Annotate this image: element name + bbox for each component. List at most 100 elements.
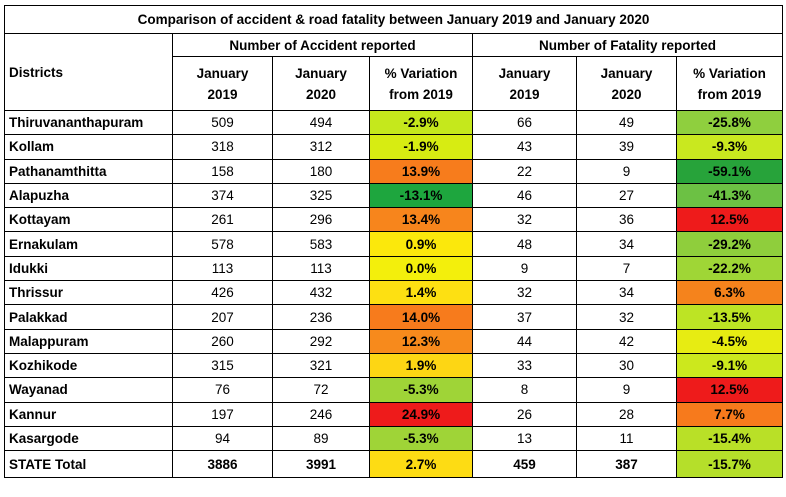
fatality-variation-cell: -4.5%	[675, 328, 784, 354]
header-line: January	[295, 65, 347, 81]
table-row: Palakkad 207 236 14.0% 37 32 -13.5%	[4, 304, 784, 330]
accident-variation-cell: -2.9%	[369, 109, 473, 136]
fatality-jan2019-header: January 2019	[472, 56, 577, 111]
district-cell: Kannur	[4, 401, 173, 427]
fatality-variation-cell: -13.5%	[675, 304, 784, 330]
accident-variation-header: % Variation from 2019	[369, 56, 473, 111]
fatality-2019-cell: 9	[472, 255, 577, 282]
accident-variation-cell: 0.9%	[369, 231, 473, 257]
accident-2020-cell: 432	[272, 280, 370, 306]
fatality-variation-cell: 6.3%	[675, 280, 784, 306]
district-cell: Kottayam	[4, 207, 173, 233]
header-line: 2020	[611, 86, 642, 102]
header-line: 2019	[207, 86, 238, 102]
accident-variation-cell: 0.0%	[369, 255, 473, 282]
accident-variation-cell: -1.9%	[369, 134, 473, 160]
accident-variation-cell: 12.3%	[369, 328, 473, 354]
fatality-variation-cell: 7.7%	[675, 401, 784, 427]
table-row: Kasargode 94 89 -5.3% 13 11 -15.4%	[4, 425, 784, 452]
accident-2020-cell: 246	[272, 401, 370, 427]
header-line: from 2019	[697, 86, 762, 102]
accident-2020-cell: 292	[272, 328, 370, 354]
fatality-2020-cell: 32	[576, 304, 677, 330]
district-cell: Ernakulam	[4, 231, 173, 257]
accident-2020-cell: 296	[272, 207, 370, 233]
accident-2020-cell: 236	[272, 304, 370, 330]
accident-2020-cell: 325	[272, 182, 370, 209]
fatality-variation-cell: -25.8%	[675, 109, 784, 136]
accident-variation-cell: -5.3%	[369, 377, 473, 403]
accident-variation-cell: 1.9%	[369, 352, 473, 379]
accident-variation-cell: -13.1%	[369, 182, 473, 209]
fatality-2020-cell: 387	[576, 450, 677, 479]
district-cell: STATE Total	[4, 450, 173, 479]
fatality-2020-cell: 34	[576, 231, 677, 257]
district-cell: Malappuram	[4, 328, 173, 354]
fatality-jan2020-header: January 2020	[576, 56, 677, 111]
table-row: Idukki 113 113 0.0% 9 7 -22.2%	[4, 255, 784, 282]
district-cell: Wayanad	[4, 377, 173, 403]
accident-variation-cell: 1.4%	[369, 280, 473, 306]
fatality-2019-cell: 48	[472, 231, 577, 257]
accident-2019-cell: 578	[172, 231, 273, 257]
district-cell: Kasargode	[4, 425, 173, 452]
district-cell: Palakkad	[4, 304, 173, 330]
fatality-2020-cell: 34	[576, 280, 677, 306]
accident-group-header: Number of Accident reported	[172, 33, 473, 57]
header-line: January	[600, 65, 653, 81]
accident-2020-cell: 494	[272, 109, 370, 136]
fatality-2020-cell: 49	[576, 109, 677, 136]
fatality-variation-cell: -59.1%	[675, 158, 784, 184]
table-row: Kottayam 261 296 13.4% 32 36 12.5%	[4, 207, 784, 233]
accident-2019-cell: 509	[172, 109, 273, 136]
comparison-table: Comparison of accident & road fatality b…	[3, 5, 784, 479]
fatality-2020-cell: 28	[576, 401, 677, 427]
header-line: 2019	[509, 86, 540, 102]
table-row: Malappuram 260 292 12.3% 44 42 -4.5%	[4, 328, 784, 354]
fatality-variation-cell: -29.2%	[675, 231, 784, 257]
accident-variation-cell: 13.4%	[369, 207, 473, 233]
header-line: % Variation	[384, 65, 458, 81]
accident-2020-cell: 312	[272, 134, 370, 160]
accident-variation-cell: -5.3%	[369, 425, 473, 452]
fatality-2019-cell: 8	[472, 377, 577, 403]
accident-variation-cell: 24.9%	[369, 401, 473, 427]
fatality-variation-cell: 12.5%	[675, 377, 784, 403]
header-line: % Variation	[693, 65, 766, 81]
accident-2019-cell: 207	[172, 304, 273, 330]
fatality-2020-cell: 42	[576, 328, 677, 354]
accident-2019-cell: 426	[172, 280, 273, 306]
table-row: Wayanad 76 72 -5.3% 8 9 12.5%	[4, 377, 784, 403]
accident-2019-cell: 260	[172, 328, 273, 354]
fatality-2019-cell: 26	[472, 401, 577, 427]
table-row: Kozhikode 315 321 1.9% 33 30 -9.1%	[4, 352, 784, 379]
accident-2019-cell: 374	[172, 182, 273, 209]
table-row: Pathanamthitta 158 180 13.9% 22 9 -59.1%	[4, 158, 784, 184]
table-row: Thiruvananthapuram 509 494 -2.9% 66 49 -25.8%	[4, 109, 784, 136]
accident-2020-cell: 3991	[272, 450, 370, 479]
accident-2019-cell: 113	[172, 255, 273, 282]
table-row: Alapuzha 374 325 -13.1% 46 27 -41.3%	[4, 182, 784, 209]
table-row: Kannur 197 246 24.9% 26 28 7.7%	[4, 401, 784, 427]
fatality-2019-cell: 33	[472, 352, 577, 379]
fatality-2020-cell: 11	[576, 425, 677, 452]
fatality-2019-cell: 459	[472, 450, 577, 479]
accident-2019-cell: 315	[172, 352, 273, 379]
accident-2020-cell: 113	[272, 255, 370, 282]
fatality-variation-cell: -9.1%	[675, 352, 784, 379]
fatality-2020-cell: 36	[576, 207, 677, 233]
fatality-2020-cell: 27	[576, 182, 677, 209]
accident-2019-cell: 76	[172, 377, 273, 403]
accident-2020-cell: 180	[272, 158, 370, 184]
table-row: Thrissur 426 432 1.4% 32 34 6.3%	[4, 280, 784, 306]
accident-2019-cell: 3886	[172, 450, 273, 479]
table-title: Comparison of accident & road fatality b…	[3, 5, 784, 34]
fatality-2020-cell: 9	[576, 158, 677, 184]
table-body: Thiruvananthapuram 509 494 -2.9% 66 49 -25.8% K…	[4, 109, 784, 479]
accident-2020-cell: 89	[272, 425, 370, 452]
header-line: 2020	[305, 86, 337, 102]
districts-header: Districts	[4, 33, 173, 111]
header-line: January	[196, 65, 249, 81]
fatality-variation-cell: -15.4%	[675, 425, 784, 452]
district-cell: Thrissur	[4, 280, 173, 306]
